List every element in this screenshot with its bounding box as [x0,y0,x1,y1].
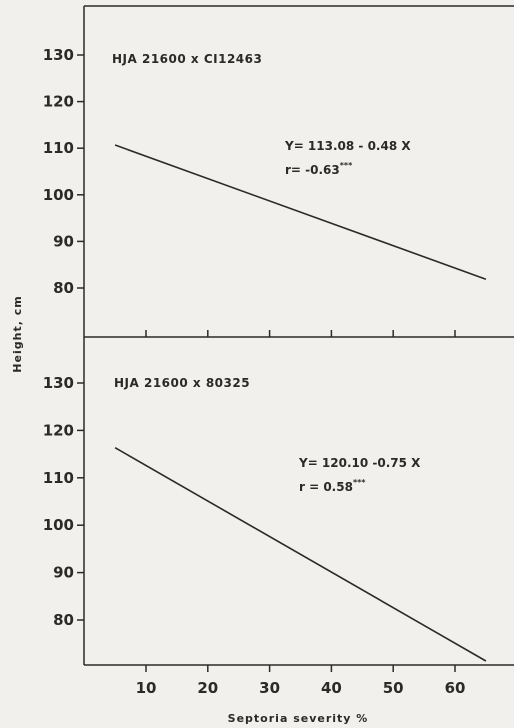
bottom-y-tick-label-80: 80 [53,611,74,629]
bottom-x-tick-label-40: 40 [321,679,342,697]
bottom-panel-title: HJA 21600 x 80325 [114,376,250,390]
bottom-y-tick-label-120: 120 [43,421,74,439]
bottom-x-tick-label-60: 60 [445,679,466,697]
top-y-tick-label-130: 130 [43,46,74,64]
bottom-panel: HJA 21600 x 80325 Y= 120.10 -0.75 X r = … [43,337,514,697]
top-panel-title: HJA 21600 x CI12463 [112,52,262,66]
top-y-tick-label-120: 120 [43,93,74,111]
bottom-y-tick-label-90: 90 [53,564,74,582]
bottom-y-tick-label-100: 100 [43,516,74,534]
x-axis-title: Septoria severity % [228,712,369,725]
top-panel-correlation: r= -0.63*** [285,161,353,177]
bottom-regression-line [114,447,487,662]
bottom-panel-r-value: r = 0.58 [299,480,353,494]
bottom-panel-correlation: r = 0.58*** [299,478,366,494]
bottom-x-tick-label-10: 10 [136,679,157,697]
bottom-x-tick-label-30: 30 [259,679,280,697]
bottom-panel-significance: *** [353,478,366,487]
top-panel: HJA 21600 x CI12463 Y= 113.08 - 0.48 X r… [43,5,514,338]
top-y-tick-label-80: 80 [53,279,74,297]
bottom-y-tick-label-110: 110 [43,469,74,487]
bottom-y-tick-label-130: 130 [43,374,74,392]
bottom-x-tick-label-20: 20 [197,679,218,697]
top-panel-equation: Y= 113.08 - 0.48 X [284,139,411,153]
top-y-tick-label-90: 90 [53,232,74,250]
top-y-tick-label-100: 100 [43,186,74,204]
y-axis-title: Height, cm [11,295,24,372]
bottom-x-tick-label-50: 50 [383,679,404,697]
top-panel-r-value: r= -0.63 [285,163,340,177]
bottom-panel-equation: Y= 120.10 -0.75 X [298,456,421,470]
top-panel-significance: *** [340,161,353,170]
top-regression-line [114,144,487,280]
top-y-tick-label-110: 110 [43,139,74,157]
